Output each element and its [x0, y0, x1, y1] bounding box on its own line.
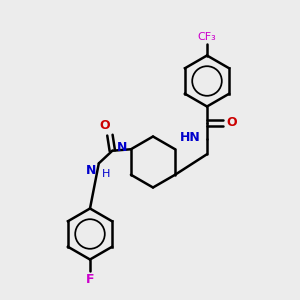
Text: F: F: [86, 273, 94, 286]
Text: HN: HN: [180, 131, 200, 144]
Text: N: N: [86, 164, 96, 177]
Text: CF₃: CF₃: [198, 32, 216, 42]
Text: H: H: [102, 169, 110, 179]
Text: O: O: [226, 116, 237, 130]
Text: N: N: [117, 141, 127, 154]
Text: O: O: [99, 118, 110, 131]
